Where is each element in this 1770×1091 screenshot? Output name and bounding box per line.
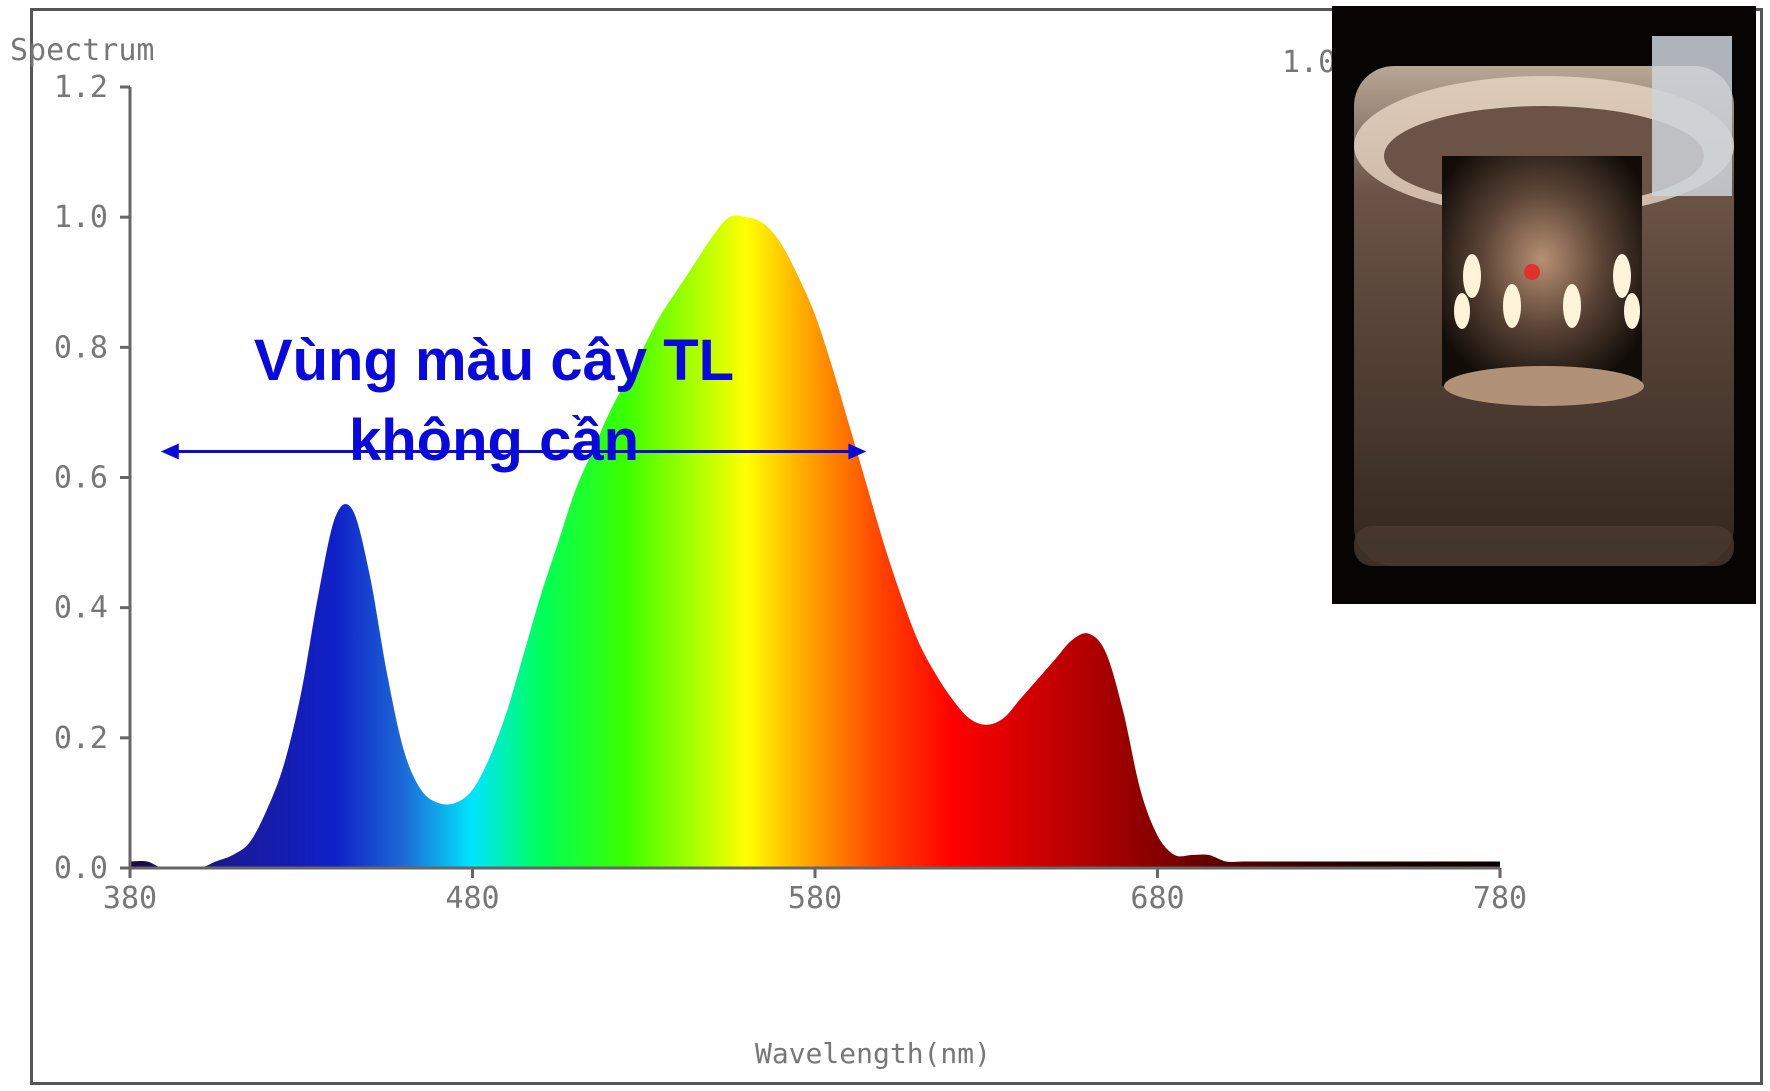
y-tick-label-2: 0.4 bbox=[54, 591, 108, 626]
axes: 0.0 0.2 0.4 0.6 0.8 1.0 1.2 380 480 580 680 780 bbox=[54, 70, 1527, 916]
annotation-arrowhead-right bbox=[848, 443, 867, 460]
x-tick-label-3: 680 bbox=[1130, 881, 1184, 916]
plot-area bbox=[130, 215, 1500, 869]
chart-title: Spectrum bbox=[10, 33, 155, 68]
y-tick-label-4: 0.8 bbox=[54, 330, 108, 365]
y-tick-label-6: 1.2 bbox=[54, 70, 108, 105]
spectrum-area-0 bbox=[130, 215, 1500, 869]
x-tick-label-2: 580 bbox=[788, 881, 842, 916]
led-bulb-image bbox=[1332, 6, 1756, 604]
led-bulb-photo bbox=[1332, 6, 1756, 604]
annotation-line-1: Vùng màu cây TL bbox=[254, 328, 734, 393]
x-tick-label-1: 480 bbox=[445, 881, 499, 916]
x-axis-label: Wavelength(nm) bbox=[755, 1037, 991, 1070]
x-tick-label-0: 380 bbox=[103, 881, 157, 916]
y-tick-label-3: 0.6 bbox=[54, 461, 108, 496]
annotation: Vùng màu cây TL không cần bbox=[160, 328, 867, 473]
y-tick-label-5: 1.0 bbox=[54, 200, 108, 235]
x-tick-label-4: 780 bbox=[1473, 881, 1527, 916]
annotation-line-2: không cần bbox=[349, 408, 639, 473]
annotation-arrowhead-left bbox=[160, 443, 179, 460]
y-tick-label-1: 0.2 bbox=[54, 721, 108, 756]
y-tick-label-0: 0.0 bbox=[54, 851, 108, 886]
top-right-label: 1.0 bbox=[1282, 45, 1336, 80]
